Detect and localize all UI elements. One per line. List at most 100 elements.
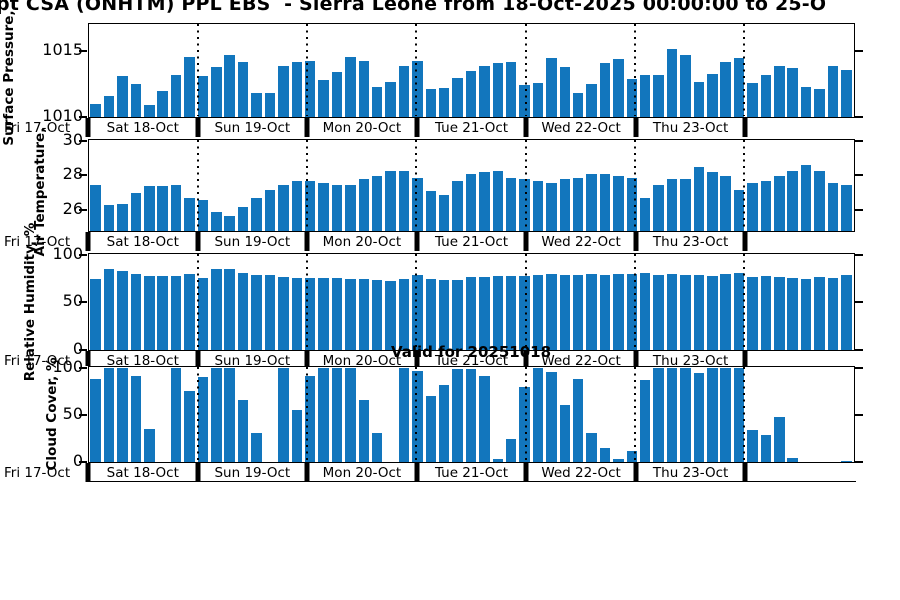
bar [572,93,584,117]
bar [559,179,571,231]
day-separator-line [306,367,309,461]
bar [103,95,115,117]
y-tick [855,139,863,142]
bar [398,278,410,350]
bar [117,203,128,231]
day-separator-line [306,254,309,349]
bar [653,74,664,117]
bar [787,458,798,462]
y-tick-label: 50 [62,403,83,423]
bar [304,181,316,231]
day-boundary-tick [633,351,639,366]
bar [626,78,638,117]
day-boundary-tick [85,351,91,366]
day-separator-line [306,140,309,230]
bar [90,379,101,462]
bar [224,215,235,231]
y-tick [855,301,863,303]
bar [237,399,249,462]
day-separator-line [524,254,527,349]
bar [827,277,839,350]
bar [224,55,235,117]
bar [841,69,852,117]
bar [291,277,302,350]
bar [291,410,302,462]
bar [639,74,651,117]
bar [733,273,745,350]
bar [264,93,276,117]
bar [639,198,651,231]
bar [693,81,705,117]
bar [492,275,504,350]
bar [211,212,222,231]
bar [345,184,356,231]
day-boundary-tick [195,463,201,482]
bar [345,278,356,350]
y-tick [79,413,87,416]
bar [613,175,624,231]
bar [117,368,128,462]
y-tick [79,139,87,142]
bar [613,59,624,117]
day-separator-line [197,24,200,116]
bar [318,368,329,462]
y-tick [79,115,87,118]
y-tick [855,253,863,256]
y-tick-label: 30 [62,129,83,149]
day-boundary-tick [304,232,310,251]
bar [733,189,745,231]
bar [197,76,209,117]
bar [827,65,839,117]
bar [492,170,504,231]
day-separator-line [415,140,418,230]
bar [331,72,343,117]
bar [505,61,517,117]
y-tick-label: 50 [62,291,83,310]
y-tick [855,49,863,52]
bar [157,275,168,350]
bar [184,390,195,462]
bar [680,55,691,117]
bar [251,274,262,350]
bar [425,396,437,462]
bar [841,461,852,462]
y-tick [855,348,863,351]
bar [814,89,825,117]
day-separator-line [633,24,636,116]
bar [666,274,678,350]
bar [666,368,678,462]
day-boundary-tick [523,232,529,251]
day-boundary-tick [85,232,91,251]
day-label: Tue 21-Oct [434,120,509,136]
day-label: Thu 23-Oct [652,234,729,250]
bar [90,103,101,117]
bar [144,186,155,231]
day-label: Sun 19-Oct [214,353,291,369]
bar [291,181,302,231]
bar [278,276,289,350]
bar [170,184,182,231]
bar [532,82,544,117]
bar [251,198,262,231]
day-boundary-tick [742,351,748,366]
x-axis-band: Fri 17-Oct Sat 18-Oct Sun 19-Oct Mon 20-Oct… [0,118,900,137]
bar [814,276,825,350]
bar [800,165,812,231]
day-label: Tue 21-Oct [434,353,509,369]
day-separator-line [742,367,745,461]
y-tick-label: 26 [62,199,83,219]
y-tick [855,366,863,369]
bar [331,277,343,350]
bar [680,179,691,231]
bar [479,65,490,117]
day-boundary-tick [304,351,310,366]
bar [130,84,142,117]
bar [184,198,195,231]
bar [358,399,370,462]
bar [586,174,597,231]
day-label: Sun 19-Oct [214,234,291,250]
bar [707,275,718,350]
bar [170,368,182,462]
bar [130,274,142,350]
day-label: Thu 23-Oct [652,120,729,136]
